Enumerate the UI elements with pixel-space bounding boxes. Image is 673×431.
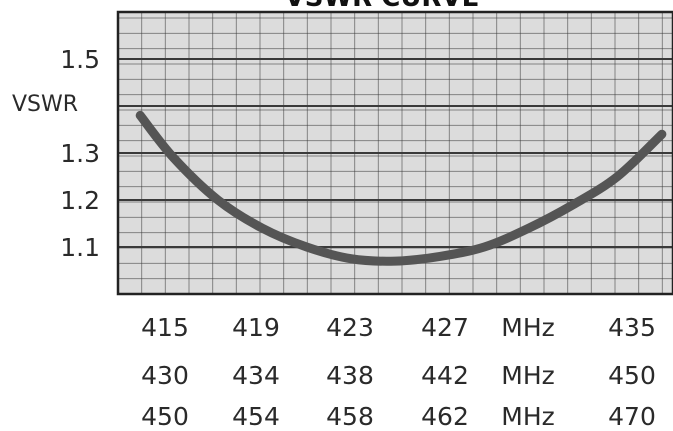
y-axis-label: VSWR (12, 92, 78, 117)
plot-area (116, 10, 673, 296)
x-tick-label: 427 (421, 313, 469, 342)
x-tick-label: 450 (608, 361, 656, 390)
x-tick-labels: 415 419 423 427 MHz 435 430 434 438 442 MHz 450 450 4… (141, 313, 656, 431)
x-tick-label: MHz (501, 402, 555, 431)
x-tick-label: 438 (326, 361, 374, 390)
vswr-curve (135, 110, 667, 266)
grid-lines (116, 10, 673, 296)
x-tick-label: 423 (326, 313, 374, 342)
x-tick-label: 462 (421, 402, 469, 431)
x-tick-label: 454 (232, 402, 280, 431)
plot-border (116, 10, 673, 296)
x-tick-label: 419 (232, 313, 280, 342)
y-tick-label: 1.1 (60, 233, 100, 262)
x-tick-label: 450 (141, 402, 189, 431)
chart-title: VSWR CURVE (285, 0, 480, 13)
x-tick-label: MHz (501, 361, 555, 390)
x-tick-label: 434 (232, 361, 280, 390)
y-tick-label: 1.5 (60, 45, 100, 74)
x-tick-label: 430 (141, 361, 189, 390)
y-tick-labels: 1.5 1.3 1.2 1.1 (60, 45, 100, 262)
y-tick-label: 1.3 (60, 139, 100, 168)
x-tick-label: 415 (141, 313, 189, 342)
x-tick-label: 458 (326, 402, 374, 431)
x-tick-label: MHz (501, 313, 555, 342)
x-tick-label: 442 (421, 361, 469, 390)
y-tick-label: 1.2 (60, 186, 100, 215)
x-tick-label: 435 (608, 313, 656, 342)
x-tick-label: 470 (608, 402, 656, 431)
